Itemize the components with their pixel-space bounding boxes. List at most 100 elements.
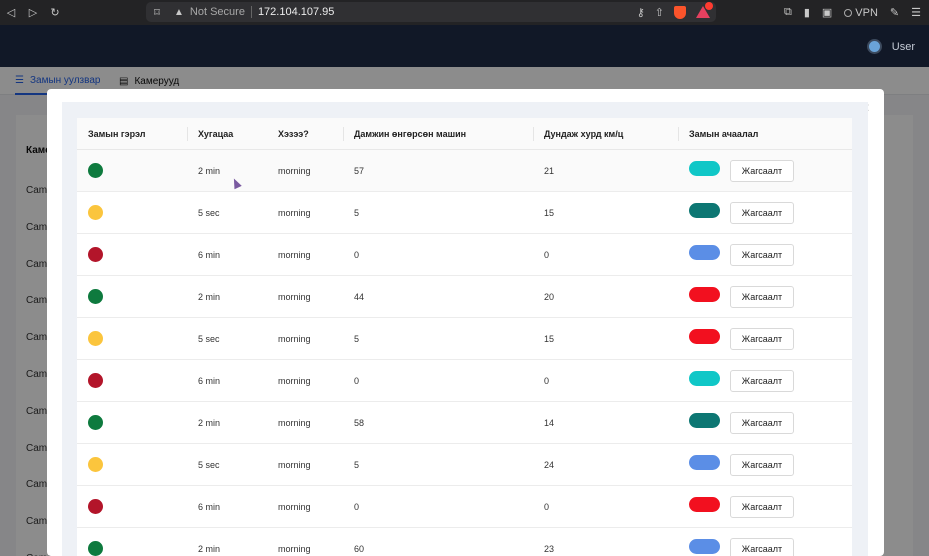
warning-icon: ▲ — [174, 6, 184, 18]
traffic-light-green — [88, 163, 103, 178]
share-icon[interactable]: ⇧ — [654, 6, 664, 19]
list-button[interactable]: Жагсаалт — [730, 328, 794, 350]
load-indicator — [689, 287, 720, 302]
traffic-table: Замын гэрэл Хугацаа Хэзээ? Дамжин өнгөрс… — [77, 118, 852, 556]
background-row: Came — [26, 332, 53, 344]
when-cell: morning — [278, 292, 311, 302]
load-indicator — [689, 455, 720, 470]
list-button[interactable]: Жагсаалт — [730, 538, 794, 556]
when-cell: morning — [278, 502, 311, 512]
vpn-button[interactable]: VPN — [844, 7, 878, 19]
table-row: 2 min morning 60 23 Жагсаалт — [77, 528, 852, 556]
brave-rewards-icon[interactable] — [696, 2, 713, 18]
user-menu[interactable]: User — [866, 39, 915, 54]
background-row: Came — [26, 442, 53, 454]
bookmark-icon[interactable]: ⌑ — [154, 6, 160, 19]
reload-icon[interactable]: ↻ — [50, 7, 60, 19]
cars-cell: 0 — [354, 376, 360, 386]
list-button[interactable]: Жагсаалт — [730, 202, 794, 224]
background-row: Came — [26, 479, 53, 491]
when-cell: morning — [278, 334, 311, 344]
when-cell: morning — [278, 460, 311, 470]
table-row: 6 min morning 0 0 Жагсаалт — [77, 486, 852, 528]
when-cell: morning — [278, 544, 311, 554]
cars-cell: 57 — [354, 166, 365, 176]
url-text[interactable]: 172.104.107.95 — [257, 6, 335, 18]
traffic-light-red — [88, 247, 103, 262]
load-indicator — [689, 329, 720, 344]
column-header-duration: Хугацаа — [198, 129, 234, 139]
column-header-when: Хэзээ? — [278, 129, 309, 139]
menu-icon[interactable]: ☰ — [911, 7, 921, 19]
app-header: User — [0, 25, 929, 67]
list-button[interactable]: Жагсаалт — [730, 496, 794, 518]
key-icon[interactable]: ⚷ — [636, 6, 645, 19]
table-row: 6 min morning 0 0 Жагсаалт — [77, 234, 852, 276]
duration-cell: 6 min — [198, 376, 221, 386]
list-button[interactable]: Жагсаалт — [730, 286, 794, 308]
traffic-light-yellow — [88, 331, 103, 346]
back-icon[interactable]: ◁ — [6, 7, 16, 19]
background-row: Came — [26, 516, 53, 528]
list-button[interactable]: Жагсаалт — [730, 244, 794, 266]
when-cell: morning — [278, 208, 311, 218]
table-row: 6 min morning 0 0 Жагсаалт — [77, 360, 852, 402]
traffic-light-green — [88, 541, 103, 556]
list-button[interactable]: Жагсаалт — [730, 454, 794, 476]
when-cell: morning — [278, 250, 311, 260]
traffic-modal: ✕ Замын гэрэл Хугацаа Хэзээ? Дамжин өнгө… — [47, 89, 884, 556]
modal-body: Замын гэрэл Хугацаа Хэзээ? Дамжин өнгөрс… — [62, 102, 868, 556]
speed-cell: 0 — [544, 502, 550, 512]
background-row: Came — [26, 295, 53, 307]
leo-icon[interactable]: ✎ — [889, 7, 900, 19]
column-divider — [533, 127, 534, 141]
list-button[interactable]: Жагсаалт — [730, 412, 794, 434]
speed-cell: 24 — [544, 460, 555, 470]
load-indicator — [689, 539, 720, 554]
security-label: Not Secure — [189, 6, 245, 18]
background-row: Came — [26, 369, 53, 380]
cars-cell: 58 — [354, 418, 365, 428]
list-button[interactable]: Жагсаалт — [730, 160, 794, 182]
load-indicator — [689, 413, 720, 428]
column-divider — [187, 127, 188, 141]
background-row: Came — [26, 221, 53, 233]
duration-cell: 5 sec — [198, 208, 220, 218]
tab-label: Замын уулзвар — [29, 74, 101, 86]
vpn-status-icon — [844, 8, 853, 17]
tab-label: Камерууд — [134, 75, 180, 87]
route-icon: ☰ — [15, 74, 24, 86]
table-row: 2 min morning 57 21 Жагсаалт — [77, 150, 852, 192]
column-divider — [343, 127, 344, 141]
speed-cell: 23 — [544, 544, 555, 554]
duration-cell: 6 min — [198, 502, 221, 512]
traffic-light-green — [88, 415, 103, 430]
tab-cameras[interactable]: ▤ Камерууд — [119, 67, 179, 95]
duration-cell: 2 min — [198, 544, 221, 554]
speed-cell: 21 — [544, 166, 555, 176]
address-bar[interactable]: ⌑ ▲ Not Secure 172.104.107.95 ⚷ ⇧ — [146, 2, 716, 22]
load-indicator — [689, 371, 720, 386]
wallet-icon[interactable]: ▣ — [821, 7, 833, 19]
table-row: 5 sec morning 5 15 Жагсаалт — [77, 192, 852, 234]
table-row: 5 sec morning 5 15 Жагсаалт — [77, 318, 852, 360]
sidebar-icon[interactable]: ▮ — [803, 7, 810, 19]
duration-cell: 6 min — [198, 250, 221, 260]
traffic-light-green — [88, 289, 103, 304]
speed-cell: 0 — [544, 250, 550, 260]
duration-cell: 2 min — [198, 292, 221, 302]
column-divider — [678, 127, 679, 141]
cars-cell: 5 — [354, 460, 360, 470]
forward-icon[interactable]: ▷ — [28, 7, 38, 19]
duration-cell: 2 min — [198, 418, 221, 428]
cars-cell: 0 — [354, 502, 360, 512]
extensions-icon[interactable]: ⧉ — [783, 6, 792, 18]
brave-shield-icon[interactable] — [674, 5, 686, 19]
background-row: Came — [26, 185, 53, 196]
speed-cell: 20 — [544, 292, 555, 302]
background-row: Came — [26, 405, 53, 417]
table-row: 5 sec morning 5 24 Жагсаалт — [77, 444, 852, 486]
rewards-badge — [705, 2, 713, 10]
column-header-cars: Дамжин өнгөрсөн машин — [354, 129, 467, 139]
list-button[interactable]: Жагсаалт — [730, 370, 794, 392]
